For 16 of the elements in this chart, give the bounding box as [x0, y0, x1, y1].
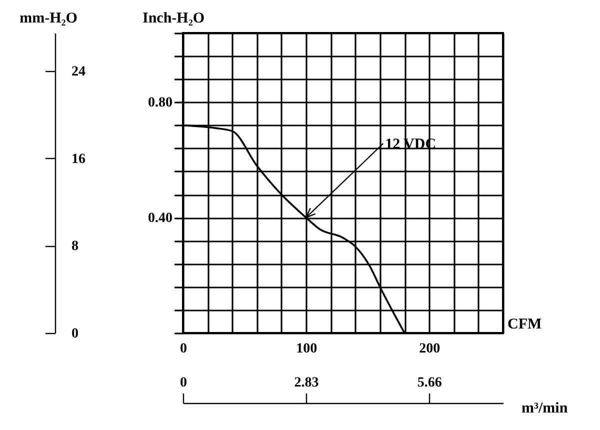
y-axis-title: Inch-H₂O: [142, 10, 205, 26]
x2-tick-label: 5.66: [417, 376, 442, 390]
y2-tick-label: 24: [72, 64, 86, 80]
x2-tick-label: 2.83: [294, 376, 319, 390]
y2-axis-title: mm-H₂O: [20, 10, 78, 26]
y2-tick-label: 8: [72, 239, 78, 254]
y-tick-label: 0.80: [148, 96, 172, 111]
x2-tick-label: 0: [180, 376, 187, 390]
x2-axis-title: m³/min: [522, 400, 568, 416]
y2-tick-label: 0: [72, 326, 78, 342]
x-axis-title: CFM: [508, 316, 542, 332]
x-tick-label: 100: [296, 342, 318, 356]
x-tick-label: 0: [180, 342, 187, 356]
x-tick-label: 200: [419, 342, 440, 356]
y-tick-label: 0.40: [148, 211, 172, 226]
y2-tick-label: 16: [72, 152, 86, 167]
